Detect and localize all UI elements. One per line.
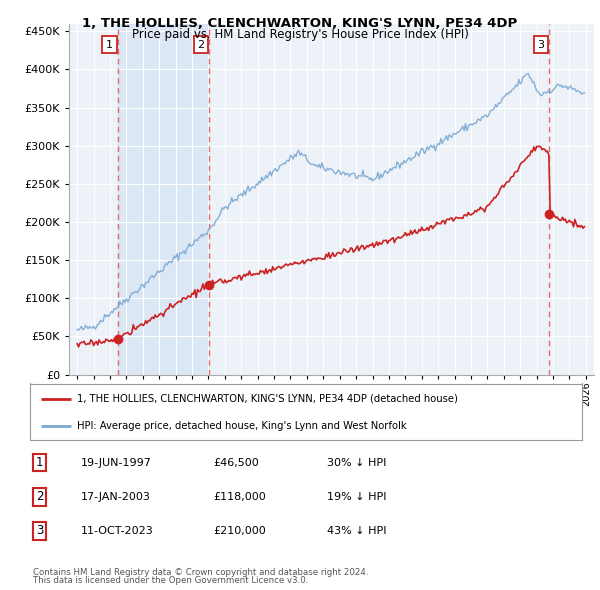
Text: 19-JUN-1997: 19-JUN-1997 — [81, 458, 152, 467]
Text: 2: 2 — [197, 40, 205, 50]
Text: 43% ↓ HPI: 43% ↓ HPI — [327, 526, 386, 536]
Text: 19% ↓ HPI: 19% ↓ HPI — [327, 492, 386, 502]
Text: Contains HM Land Registry data © Crown copyright and database right 2024.: Contains HM Land Registry data © Crown c… — [33, 568, 368, 577]
Text: 17-JAN-2003: 17-JAN-2003 — [81, 492, 151, 502]
Text: HPI: Average price, detached house, King's Lynn and West Norfolk: HPI: Average price, detached house, King… — [77, 421, 407, 431]
Text: 3: 3 — [538, 40, 545, 50]
Text: 3: 3 — [36, 525, 43, 537]
Text: 1, THE HOLLIES, CLENCHWARTON, KING'S LYNN, PE34 4DP (detached house): 1, THE HOLLIES, CLENCHWARTON, KING'S LYN… — [77, 394, 458, 404]
Text: 2: 2 — [36, 490, 43, 503]
Bar — [118, 24, 209, 375]
Text: £118,000: £118,000 — [213, 492, 266, 502]
Text: £210,000: £210,000 — [213, 526, 266, 536]
Text: This data is licensed under the Open Government Licence v3.0.: This data is licensed under the Open Gov… — [33, 576, 308, 585]
Text: 1, THE HOLLIES, CLENCHWARTON, KING'S LYNN, PE34 4DP: 1, THE HOLLIES, CLENCHWARTON, KING'S LYN… — [82, 17, 518, 30]
Text: 30% ↓ HPI: 30% ↓ HPI — [327, 458, 386, 467]
Text: £46,500: £46,500 — [213, 458, 259, 467]
Text: Price paid vs. HM Land Registry's House Price Index (HPI): Price paid vs. HM Land Registry's House … — [131, 28, 469, 41]
Text: 1: 1 — [36, 456, 43, 469]
Text: 1: 1 — [106, 40, 113, 50]
Text: 11-OCT-2023: 11-OCT-2023 — [81, 526, 154, 536]
